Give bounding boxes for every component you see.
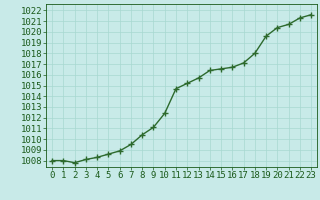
Text: Graphe pression niveau de la mer (hPa): Graphe pression niveau de la mer (hPa) [32,185,288,195]
